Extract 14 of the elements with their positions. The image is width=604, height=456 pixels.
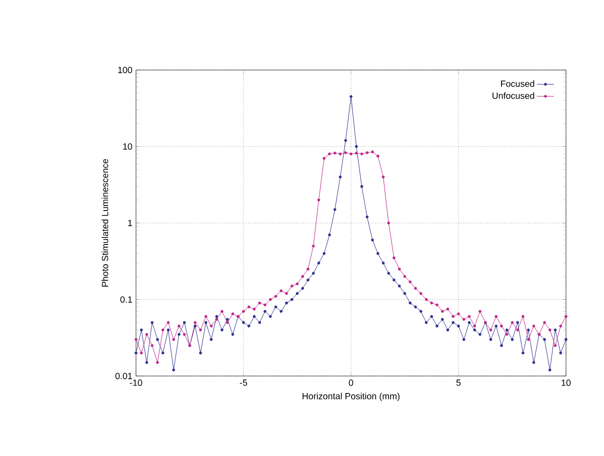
y-tick-label: 0.01 xyxy=(115,372,132,380)
y-tick-label: 100 xyxy=(118,66,132,74)
x-tick-label: -10 xyxy=(130,380,142,386)
x-tick-label: 0 xyxy=(348,380,354,386)
x-tick-label: 5 xyxy=(456,380,461,386)
legend-label: Unfocused xyxy=(492,92,534,99)
x-tick-label: 10 xyxy=(562,380,571,386)
legend-label: Focused xyxy=(501,80,534,87)
y-axis-title: Photo Stimulated Luminescence xyxy=(102,159,108,287)
x-tick-label: -5 xyxy=(240,380,248,386)
x-axis-title: Horizontal Position (mm) xyxy=(302,392,400,402)
y-tick-label: 10 xyxy=(123,143,132,150)
y-tick-label: 1 xyxy=(128,220,132,226)
y-tick-label: 0.1 xyxy=(120,296,132,303)
